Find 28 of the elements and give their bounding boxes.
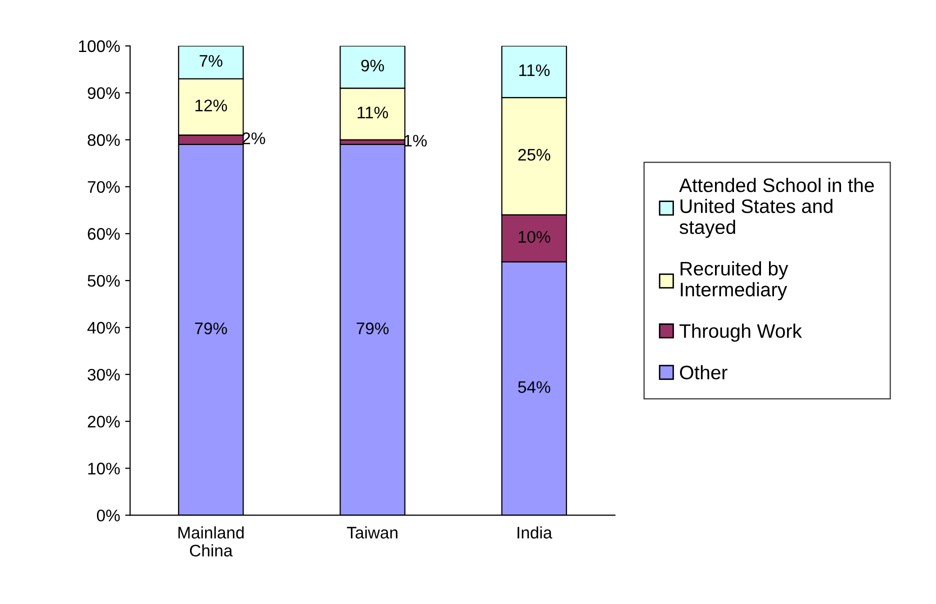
legend-label: Attended School in the United States and stayed: [679, 178, 874, 238]
legend-label: Recruited by Intermediary: [680, 261, 788, 300]
data-label: 10%: [518, 230, 550, 243]
y-tick-label: 60%: [88, 228, 120, 240]
y-tick-label: 70%: [88, 181, 120, 193]
data-label: 12%: [196, 100, 227, 112]
y-tick-label: 10%: [88, 462, 120, 474]
data-label: 25%: [518, 148, 550, 161]
legend-label: Through Work: [680, 324, 802, 342]
data-label: 11%: [358, 106, 388, 118]
data-label: 79%: [356, 322, 389, 334]
data-label: 11%: [519, 64, 550, 76]
y-tick-label: 0%: [96, 510, 120, 522]
y-tick-label: 80%: [88, 134, 120, 146]
data-label: 79%: [195, 322, 227, 334]
y-tick-label: 90%: [88, 87, 120, 100]
y-tick-label: 20%: [88, 416, 120, 428]
data-label: 54%: [518, 381, 550, 393]
data-label: 7%: [200, 55, 222, 67]
y-tick-label: 30%: [88, 368, 120, 381]
x-tick-label: Mainland China: [178, 526, 244, 557]
data-label: 9%: [361, 60, 384, 72]
y-tick-label: 40%: [87, 322, 120, 334]
y-tick-label: 50%: [88, 274, 120, 287]
x-tick-label: India: [518, 526, 552, 539]
y-tick-label: 100%: [79, 40, 120, 52]
legend-label: Other: [680, 365, 728, 380]
x-tick-label: Taiwan: [346, 526, 398, 539]
